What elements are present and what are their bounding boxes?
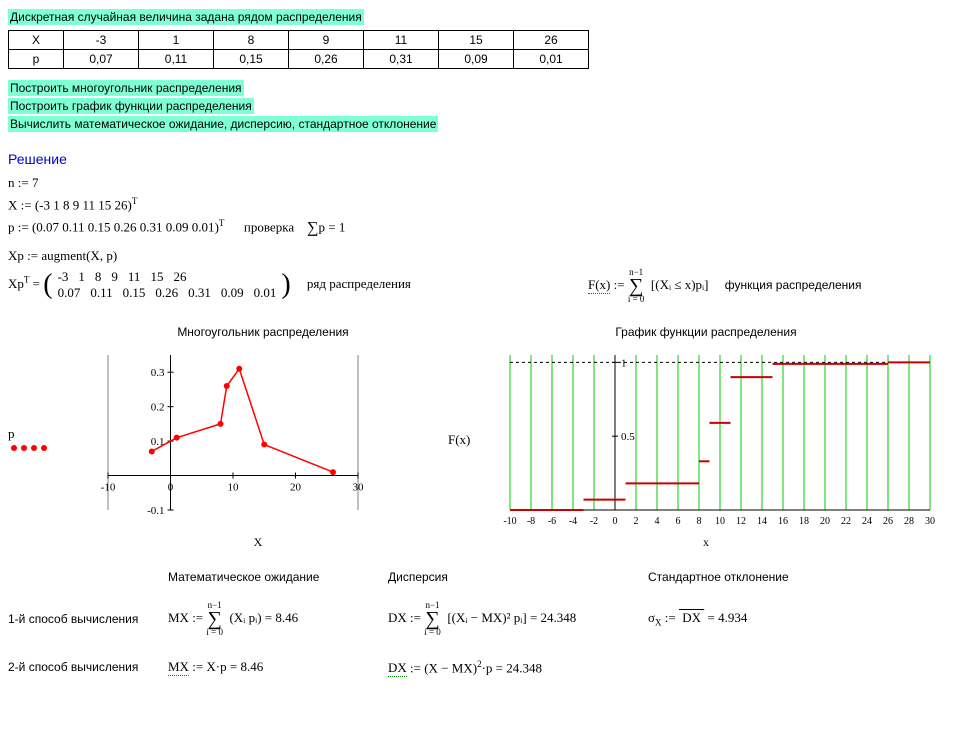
table-row-p: p 0,07 0,11 0,15 0,26 0,31 0,09 0,01: [9, 50, 589, 69]
cdf-ylabel: F(x): [448, 432, 490, 448]
svg-text:0: 0: [613, 516, 618, 527]
xp-assignment: Xp := augment(X, p): [8, 248, 528, 264]
std-header: Стандартное отклонение: [648, 570, 868, 584]
svg-text:2: 2: [634, 516, 639, 527]
method2-label: 2-й способ вычисления: [8, 660, 168, 674]
svg-text:0.2: 0.2: [151, 401, 165, 413]
fx-definition: F(x) := n−1 ∑ i = 0 [(Xᵢ ≤ x)pᵢ] функция…: [588, 268, 956, 304]
svg-text:6: 6: [676, 516, 681, 527]
x-cell: 11: [364, 31, 439, 50]
svg-text:20: 20: [290, 481, 302, 493]
variance-header: Дисперсия: [388, 570, 648, 584]
p-cell: 0,01: [514, 50, 589, 69]
p-cell: 0,15: [214, 50, 289, 69]
x-cell: -3: [64, 31, 139, 50]
mx-method1: MX := n−1 ∑ i = 0 (Xᵢ pᵢ) = 8.46: [168, 601, 388, 637]
legend-markers-icon: [8, 442, 48, 454]
distribution-table: X -3 1 8 9 11 15 26 p 0,07 0,11 0,15 0,2…: [8, 30, 589, 69]
svg-text:0: 0: [168, 481, 174, 493]
table-row-x: X -3 1 8 9 11 15 26: [9, 31, 589, 50]
polygon-chart-title: Многоугольник распределения: [78, 325, 448, 339]
svg-text:4: 4: [655, 516, 660, 527]
svg-text:26: 26: [883, 516, 893, 527]
svg-text:0.3: 0.3: [151, 367, 165, 379]
svg-text:18: 18: [799, 516, 809, 527]
p-cell: 0,31: [364, 50, 439, 69]
polygon-xlabel: X: [68, 535, 448, 550]
svg-text:28: 28: [904, 516, 914, 527]
svg-text:8: 8: [697, 516, 702, 527]
x-cell: 1: [139, 31, 214, 50]
svg-text:-10: -10: [503, 516, 516, 527]
p-assignment: p := (0.07 0.11 0.15 0.26 0.31 0.09 0.01…: [8, 218, 956, 237]
task2: Построить график функции распределения: [8, 98, 254, 114]
x-cell: 15: [439, 31, 514, 50]
svg-text:14: 14: [757, 516, 767, 527]
svg-text:-0.1: -0.1: [147, 505, 164, 517]
cdf-xlabel: x: [448, 535, 956, 550]
polygon-chart: -100102030-0.10.10.20.3: [68, 345, 368, 535]
xp-matrix: XpT = ( -3189111526 0.070.110.150.260.31…: [8, 269, 528, 301]
x-cell: 9: [289, 31, 364, 50]
x-assignment: X := (-3 1 8 9 11 15 26)T: [8, 196, 956, 213]
svg-text:16: 16: [778, 516, 788, 527]
svg-text:10: 10: [228, 481, 240, 493]
x-cell: 8: [214, 31, 289, 50]
solution-title: Решение: [8, 151, 956, 167]
row-x-label: X: [9, 31, 64, 50]
method1-label: 1-й способ вычисления: [8, 612, 168, 626]
p-cell: 0,09: [439, 50, 514, 69]
svg-text:-6: -6: [548, 516, 556, 527]
p-cell: 0,07: [64, 50, 139, 69]
sigma-expr: σX := DX = 4.934: [648, 610, 868, 628]
task3: Вычислить математическое ожидание, диспе…: [8, 116, 438, 132]
p-cell: 0,26: [289, 50, 364, 69]
cdf-chart: -10-8-6-4-20246810121416182022242628300.…: [490, 345, 940, 535]
polygon-ylabel: p: [8, 426, 15, 441]
x-cell: 26: [514, 31, 589, 50]
svg-text:-2: -2: [590, 516, 598, 527]
expectation-header: Математическое ожидание: [168, 570, 388, 584]
svg-text:30: 30: [925, 516, 935, 527]
row-p-label: p: [9, 50, 64, 69]
svg-text:-8: -8: [527, 516, 535, 527]
task1: Построить многоугольник распределения: [8, 80, 244, 96]
problem-statement: Дискретная случайная величина задана ряд…: [8, 9, 364, 25]
svg-text:0.5: 0.5: [621, 431, 635, 443]
svg-text:1: 1: [621, 357, 627, 369]
svg-text:-4: -4: [569, 516, 577, 527]
svg-text:12: 12: [736, 516, 746, 527]
svg-text:10: 10: [715, 516, 725, 527]
svg-text:24: 24: [862, 516, 872, 527]
p-cell: 0,11: [139, 50, 214, 69]
svg-text:20: 20: [820, 516, 830, 527]
n-assignment: n := 7: [8, 175, 956, 191]
dx-method2: DX := (X − MX)2·p = 24.348: [388, 659, 648, 676]
dx-method1: DX := n−1 ∑ i = 0 [(Xᵢ − MX)² pᵢ] = 24.3…: [388, 601, 648, 637]
cdf-chart-title: График функции распределения: [448, 325, 956, 339]
mx-method2: MX := X·p = 8.46: [168, 659, 388, 675]
svg-text:22: 22: [841, 516, 851, 527]
